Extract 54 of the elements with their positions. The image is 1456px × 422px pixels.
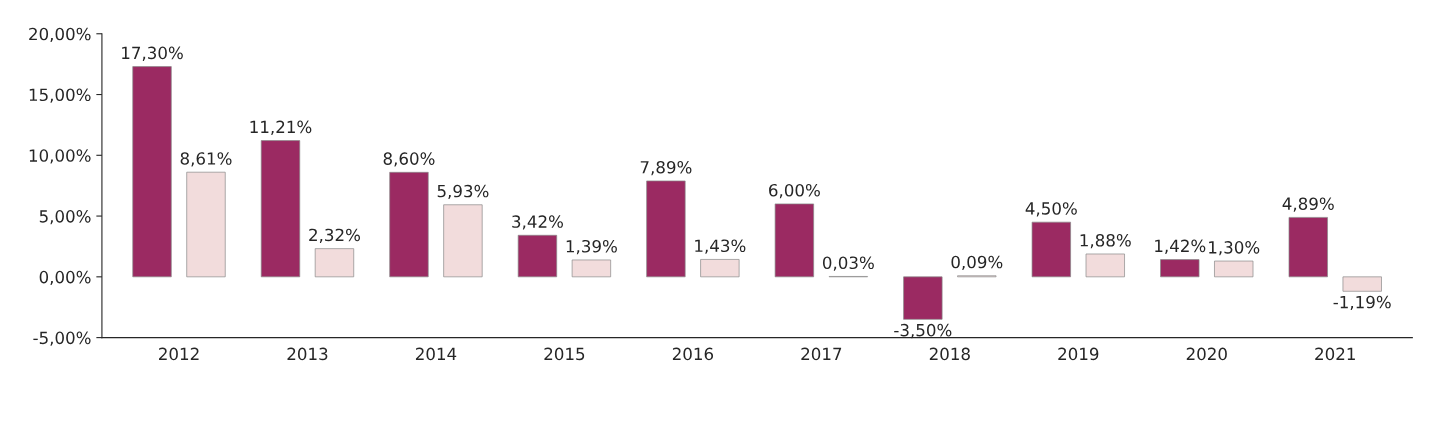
data-label: 6,00%	[769, 183, 820, 199]
y-tick-label: 20,00%	[29, 27, 91, 43]
data-label: 4,50%	[1025, 202, 1077, 217]
bar	[774, 203, 814, 278]
x-tick-label: 2013	[287, 347, 328, 361]
data-label: 4,89%	[1282, 197, 1334, 212]
x-tick-label: 2020	[1186, 347, 1227, 361]
bar	[1214, 260, 1254, 278]
bar	[1031, 221, 1071, 278]
data-label: -3,50%	[894, 323, 952, 339]
bar	[314, 248, 355, 278]
data-label: 0,09%	[951, 255, 1003, 271]
x-tick-label: 2017	[801, 347, 842, 361]
bar	[903, 276, 943, 320]
data-label: 5,93%	[437, 184, 489, 200]
data-label: 8,61%	[180, 152, 232, 167]
x-tick-label: 2012	[159, 347, 199, 361]
bar	[700, 259, 740, 278]
x-tick-label: 2018	[929, 347, 970, 361]
bar	[443, 204, 483, 278]
data-label: 1,42%	[1155, 239, 1206, 254]
bar	[571, 259, 612, 278]
x-tick-label: 2014	[415, 347, 457, 361]
data-label: 1,39%	[566, 239, 617, 255]
y-tick-label: 5,00%	[39, 210, 91, 225]
data-label: 0,03%	[822, 256, 874, 271]
data-label: 3,42%	[512, 215, 563, 230]
bar	[646, 180, 686, 278]
bar	[1342, 276, 1382, 292]
y-tick-label: 10,00%	[29, 149, 91, 164]
bar	[132, 66, 172, 278]
data-label: 1,88%	[1080, 233, 1131, 249]
bar	[1288, 217, 1328, 278]
data-label: 2,32%	[309, 228, 361, 243]
bar	[1160, 259, 1200, 278]
data-label: 11,21%	[250, 120, 312, 135]
data-label: -1,19%	[1333, 295, 1391, 311]
data-label: 7,89%	[640, 160, 692, 176]
bar	[517, 234, 558, 278]
x-tick-label: 2019	[1058, 347, 1099, 361]
bar	[260, 140, 301, 278]
bar	[186, 171, 226, 278]
y-tick-label: 0,00%	[39, 270, 91, 286]
data-label: 17,30%	[122, 46, 183, 61]
data-label: 8,60%	[383, 152, 435, 167]
data-label: 1,43%	[695, 239, 746, 254]
bar	[389, 171, 429, 278]
bar	[1085, 253, 1125, 278]
x-tick-label: 2021	[1315, 347, 1355, 361]
data-label: 1,30%	[1209, 241, 1260, 256]
x-tick-label: 2015	[544, 347, 585, 361]
y-tick-label: -5,00%	[33, 331, 91, 346]
x-tick-label: 2016	[672, 347, 714, 361]
y-tick-label: 15,00%	[29, 88, 91, 103]
